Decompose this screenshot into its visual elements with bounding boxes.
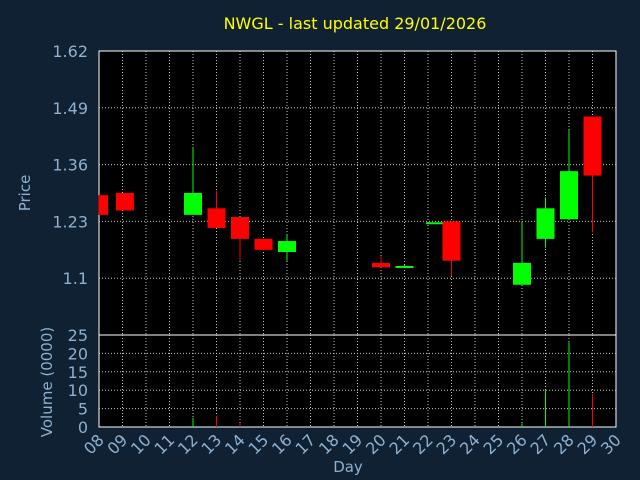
candle-body <box>513 262 531 285</box>
candle-body <box>372 262 390 268</box>
candle-body <box>207 208 226 228</box>
x-tick-labels: 0809101112131415161718192021222324252627… <box>80 430 625 458</box>
volume-tick-label: 20 <box>68 344 88 363</box>
volume-tick-label: 10 <box>68 381 88 400</box>
candle-body <box>99 195 108 215</box>
price-axis-title: Price <box>16 175 34 212</box>
price-tick-label: 1.36 <box>52 156 88 175</box>
volume-bars <box>192 342 593 427</box>
price-tick-label: 1.1 <box>63 269 88 288</box>
candle-body <box>115 193 134 211</box>
candle-body <box>278 241 296 252</box>
volume-tick-label: 5 <box>78 400 88 419</box>
volume-axis-title: Volume (0000) <box>38 327 56 437</box>
x-tick-label: 30 <box>597 430 625 458</box>
volume-tick-label: 0 <box>78 418 88 437</box>
price-tick-labels: 1.62 1.49 1.36 1.23 1.1 <box>52 42 88 288</box>
candles <box>98 116 602 285</box>
price-tick-label: 1.49 <box>52 99 88 118</box>
candle-body <box>395 265 414 268</box>
candle-body <box>254 238 273 250</box>
chart-title: NWGL - last updated 29/01/2026 <box>224 14 487 33</box>
candle-body <box>536 208 555 239</box>
candle-body <box>231 217 249 239</box>
candle-body <box>426 222 445 225</box>
x-axis-title: Day <box>333 458 363 476</box>
price-tick-label: 1.62 <box>52 42 88 61</box>
volume-tick-label: 25 <box>68 326 88 345</box>
price-tick-label: 1.23 <box>52 212 88 231</box>
volume-tick-label: 15 <box>68 363 88 382</box>
candle-body <box>442 221 461 261</box>
candle-body <box>560 171 578 220</box>
candle-body <box>583 116 602 176</box>
candle-body <box>184 193 202 215</box>
